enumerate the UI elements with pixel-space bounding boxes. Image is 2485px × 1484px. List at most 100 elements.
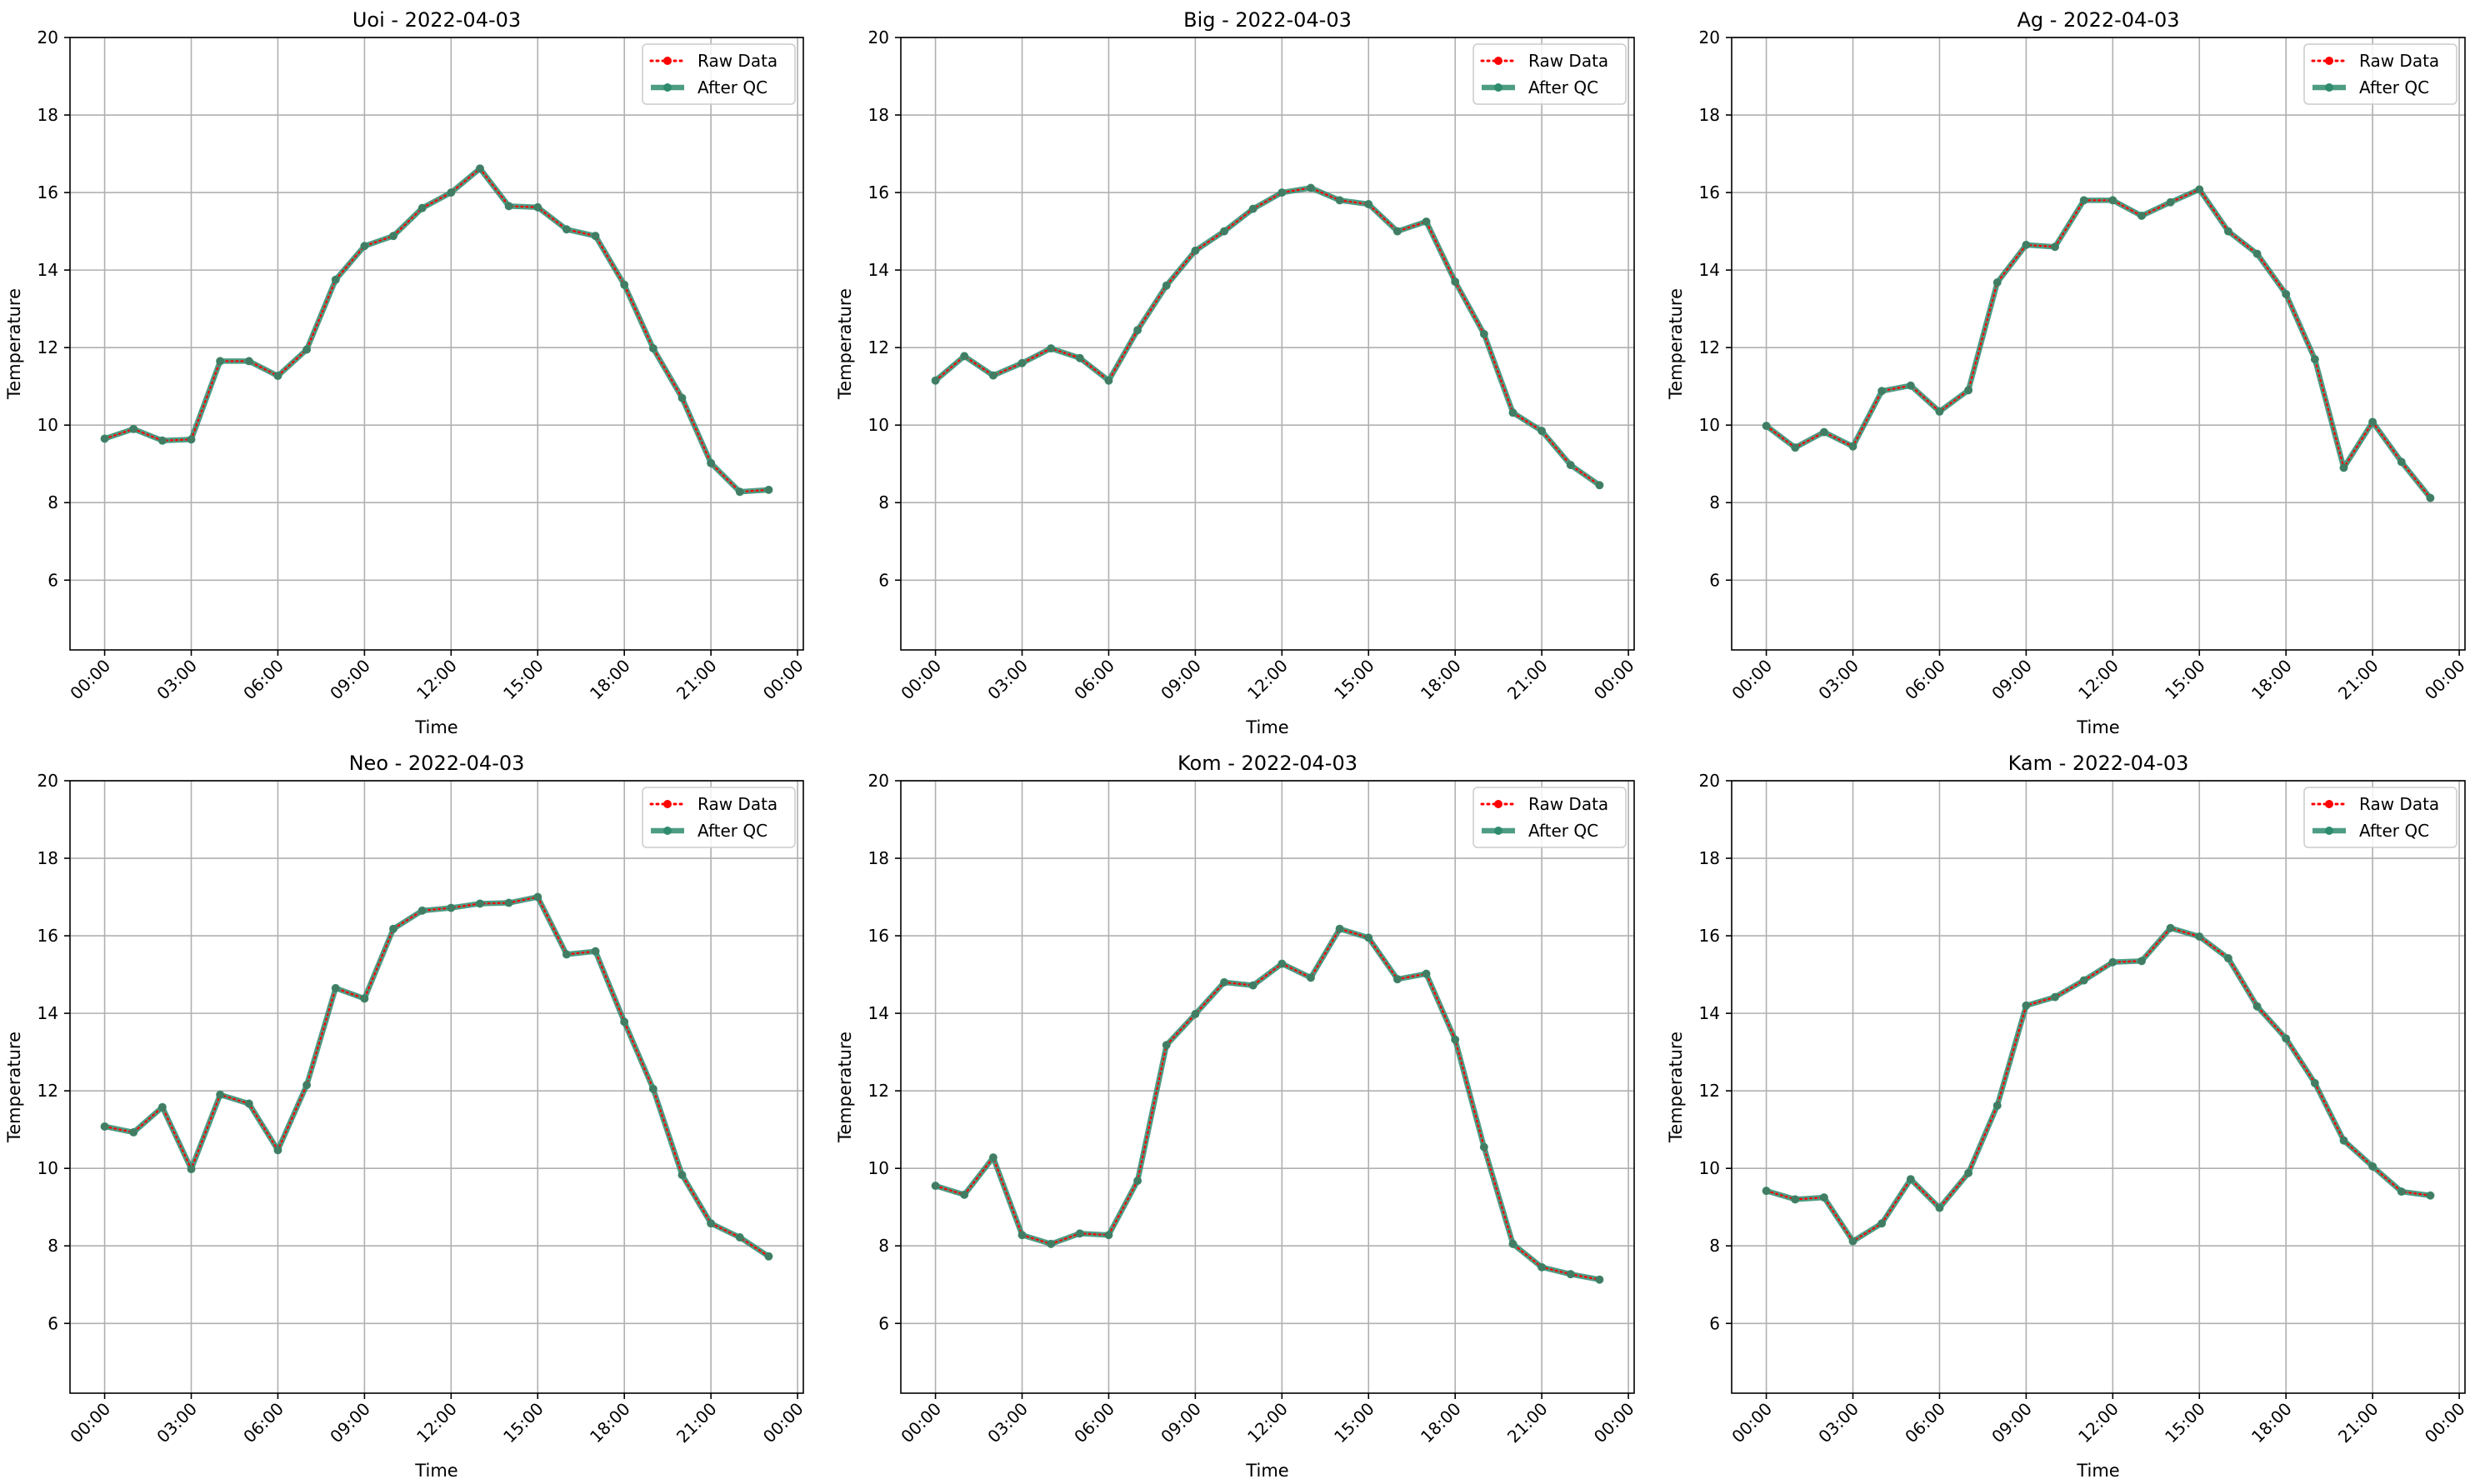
- after-qc-point: [1762, 1187, 1771, 1196]
- y-axis-label: Temperature: [1666, 1032, 1686, 1143]
- after-qc-point: [2166, 197, 2175, 207]
- after-qc-point: [1595, 1275, 1604, 1284]
- after-qc-point: [158, 436, 167, 445]
- after-qc-point: [562, 950, 571, 959]
- legend: Raw Data After QC: [2303, 43, 2458, 105]
- axes-frame: [69, 37, 804, 651]
- x-axis-label: Time: [1245, 1461, 1288, 1481]
- series-after-qc-line: [1765, 925, 2431, 1244]
- series-raw-data-line: [103, 167, 770, 493]
- y-tick-label: 6: [1709, 1313, 1720, 1333]
- after-qc-point: [735, 1232, 744, 1242]
- after-qc-point: [2051, 242, 2060, 252]
- x-tick-label: 15:00: [499, 656, 548, 704]
- after-qc-point: [2022, 240, 2031, 249]
- chart-title: Ag - 2022-04-03: [2017, 8, 2179, 32]
- axes-frame: [1731, 780, 2466, 1394]
- legend-raw-data-label: Raw Data: [1528, 794, 1608, 814]
- after-qc-point: [2108, 957, 2118, 967]
- series-raw-data-line: [934, 187, 1601, 487]
- x-tick-label: 06:00: [239, 656, 288, 704]
- after-qc-point: [2079, 976, 2088, 985]
- x-tick-label: 21:00: [672, 656, 721, 704]
- after-qc-point: [1538, 427, 1547, 436]
- x-tick-label: 12:00: [2074, 656, 2122, 704]
- series-raw-data-line: [103, 896, 770, 1257]
- after-qc-point: [1248, 981, 1258, 990]
- series-after-qc-line: [1764, 187, 2432, 500]
- after-qc-point: [988, 1153, 998, 1162]
- after-qc-point: [244, 1099, 253, 1108]
- after-qc-point: [1819, 427, 1828, 437]
- y-tick-label: 10: [1699, 415, 1720, 435]
- after-qc-point: [1047, 344, 1056, 353]
- after-qc-point: [591, 232, 600, 241]
- axes-frame: [900, 780, 1635, 1394]
- after-qc-point: [447, 903, 456, 912]
- after-qc-point: [648, 1084, 658, 1093]
- x-tick-label: 09:00: [1157, 1399, 1205, 1447]
- x-tick-label: 00:00: [759, 1399, 808, 1447]
- chart-title: Kam - 2022-04-03: [2008, 752, 2189, 775]
- after-qc-point: [418, 906, 427, 915]
- after-qc-point: [244, 357, 253, 366]
- after-qc-point: [1566, 461, 1575, 470]
- series-raw-data-line: [1765, 927, 2432, 1243]
- after-qc-point: [1392, 227, 1402, 236]
- x-tick-label: 00:00: [66, 656, 114, 704]
- after-qc-point: [1848, 442, 1858, 451]
- after-qc-point: [1104, 376, 1113, 385]
- after-qc-point: [360, 994, 369, 1003]
- subplot-3: 6 8 10 12 14 16 18 20 00:00 03:00 06:00 09:00 12:00 1…: [1666, 8, 2469, 737]
- x-tick-label: 06:00: [1901, 656, 1949, 704]
- after-qc-point: [591, 947, 600, 956]
- y-tick-label: 14: [38, 260, 58, 280]
- after-qc-point: [1422, 969, 1431, 978]
- legend-after-qc-marker: [2325, 827, 2333, 835]
- x-tick-label: 00:00: [2421, 656, 2469, 704]
- x-tick-label: 15:00: [1330, 1399, 1378, 1447]
- after-qc-point: [1848, 1237, 1858, 1246]
- after-qc-point: [960, 1190, 969, 1199]
- x-axis-label: Time: [414, 1461, 458, 1481]
- legend-raw-data-label: Raw Data: [2359, 794, 2439, 814]
- subplot-6: 6 8 10 12 14 16 18 20 00:00 03:00 06:00 09:00 12:00 1…: [1666, 752, 2469, 1481]
- after-qc-point: [1075, 353, 1084, 362]
- after-qc-point: [620, 280, 629, 289]
- after-qc-point: [1248, 204, 1258, 213]
- after-qc-point: [2022, 1001, 2031, 1010]
- y-tick-label: 10: [868, 1158, 889, 1178]
- y-tick-label: 14: [1699, 1003, 1720, 1023]
- x-tick-label: 18:00: [2248, 656, 2296, 704]
- y-tick-label: 8: [1709, 492, 1720, 512]
- after-qc-point: [2137, 957, 2146, 966]
- after-qc-point: [1878, 1219, 1887, 1228]
- after-qc-point: [2310, 355, 2319, 364]
- legend-raw-data-marker: [663, 800, 672, 808]
- y-tick-label: 20: [1699, 771, 1720, 791]
- series-raw-data-line: [934, 927, 1601, 1281]
- y-tick-label: 8: [878, 1236, 889, 1256]
- x-tick-label: 03:00: [1814, 1399, 1862, 1447]
- x-tick-label: 06:00: [239, 1399, 288, 1447]
- y-tick-label: 6: [878, 1313, 889, 1333]
- after-qc-point: [988, 371, 998, 380]
- after-qc-point: [1906, 1175, 1915, 1184]
- after-qc-point: [1906, 381, 1915, 390]
- x-axis-label: Time: [414, 717, 458, 737]
- after-qc-point: [678, 1171, 687, 1180]
- y-tick-label: 6: [48, 570, 58, 590]
- after-qc-point: [2108, 196, 2118, 205]
- y-tick-label: 18: [868, 848, 889, 868]
- legend-after-qc-label: After QC: [1528, 821, 1598, 841]
- x-tick-label: 21:00: [2334, 656, 2382, 704]
- after-qc-point: [447, 188, 456, 197]
- legend: Raw Data After QC: [2303, 787, 2458, 848]
- after-qc-point: [764, 1252, 773, 1261]
- series-after-qc-line: [103, 894, 771, 1259]
- x-tick-label: 12:00: [1243, 1399, 1292, 1447]
- after-qc-point: [1508, 408, 1518, 417]
- x-tick-label: 09:00: [1988, 656, 2036, 704]
- after-qc-point: [2252, 249, 2262, 258]
